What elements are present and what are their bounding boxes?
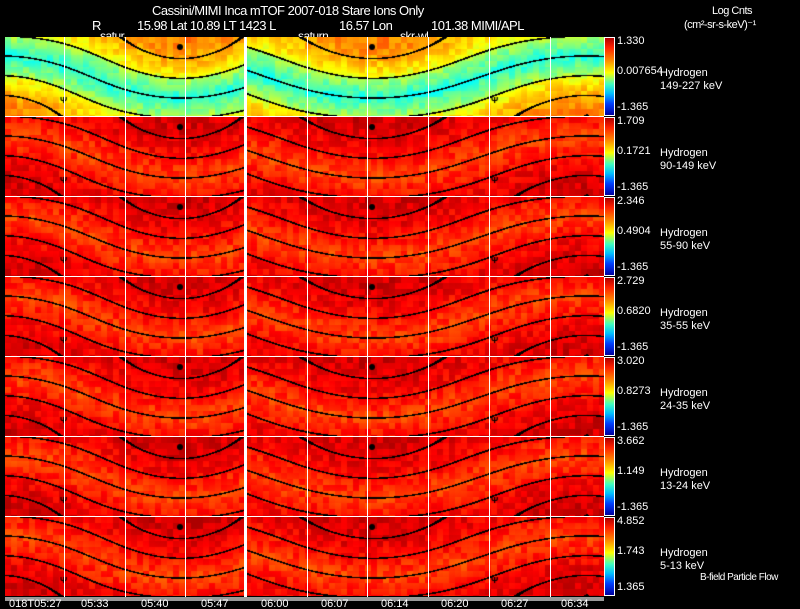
colorbar-cmin-label: -1.365	[617, 101, 649, 113]
time-gridline	[550, 37, 551, 597]
species-label: Hydrogen	[660, 227, 708, 239]
units-label: (cm²-sr-s-keV)⁻¹	[684, 19, 756, 31]
species-label: Hydrogen	[660, 467, 708, 479]
heatmap-panel	[5, 37, 604, 116]
colorbar-cmax-label: 2.346	[617, 195, 645, 207]
panel-divider	[5, 116, 604, 117]
plot-title: Cassini/MIMI Inca mTOF 2007-018 Stare Io…	[152, 3, 424, 18]
x-tick-label: 06:20	[441, 598, 469, 609]
energy-label: 5-13 keV	[660, 560, 705, 572]
panel-label: Hydrogen 13-24 keV	[660, 467, 710, 493]
heatmap-panel	[5, 437, 604, 516]
colorbar-cmin-label: -1.365	[617, 261, 649, 273]
panel-divider	[5, 356, 604, 357]
x-tick-label: 06:07	[321, 598, 349, 609]
x-tick-label: 06:27	[501, 598, 529, 609]
colorbar	[604, 357, 615, 436]
colorbar-cmax-label: 4.852	[617, 515, 645, 527]
data-gap	[244, 37, 247, 597]
x-tick-label: 05:40	[141, 598, 169, 609]
time-gridline	[185, 37, 186, 597]
colorbar-cmid-label: 0.8273	[617, 385, 651, 397]
x-tick-label: 06:14	[381, 598, 409, 609]
x-tick-label: 05:33	[81, 598, 109, 609]
heatmap-panel	[5, 197, 604, 276]
panel-divider	[5, 196, 604, 197]
time-gridline	[125, 37, 126, 597]
time-bar	[5, 597, 604, 601]
colorbar-cmid-label: 1.149	[617, 465, 645, 477]
x-tick-label: 05:47	[201, 598, 229, 609]
ephemeris-mimi: 101.38 MIMI/APL	[431, 18, 524, 33]
ephemeris-lon: 16.57 Lon	[339, 18, 393, 33]
ephemeris-lat-lt: 15.98 Lat 10.89 LT 1423 L	[137, 18, 276, 33]
energy-label: 55-90 keV	[660, 240, 711, 252]
energy-label: 149-227 keV	[660, 80, 723, 92]
panel-label: Hydrogen 90-149 keV	[660, 147, 716, 173]
heatmap-panel	[5, 357, 604, 436]
colorbar	[604, 197, 615, 276]
colorbar-cmin-label: -1.365	[617, 181, 649, 193]
colorbar-cmin-label: -1.365	[617, 341, 649, 353]
time-gridline	[64, 37, 65, 597]
energy-label: 90-149 keV	[660, 160, 717, 172]
species-label: Hydrogen	[660, 67, 708, 79]
r-label: R	[92, 18, 101, 33]
colorbar	[604, 117, 615, 196]
species-label: Hydrogen	[660, 147, 708, 159]
energy-label: 13-24 keV	[660, 480, 711, 492]
x-tick-label: 018T05:27	[9, 598, 62, 609]
colorbar-cmid-label: 1.743	[617, 545, 645, 557]
heatmap-panel	[5, 277, 604, 356]
species-label: Hydrogen	[660, 307, 708, 319]
time-gridline	[489, 37, 490, 597]
x-tick-label: 06:34	[561, 598, 589, 609]
colorbar-cmin-label: 1.365	[617, 581, 645, 593]
colorbar-cmax-label: 1.330	[617, 35, 645, 47]
colorbar-cmid-label: 0.4904	[617, 225, 651, 237]
panel-divider	[5, 436, 604, 437]
panel-label: Hydrogen 55-90 keV	[660, 227, 710, 253]
colorbar	[604, 517, 615, 596]
colorbar-cmax-label: 3.020	[617, 355, 645, 367]
colorbar-cmax-label: 2.729	[617, 275, 645, 287]
colorbar	[604, 437, 615, 516]
units-title: Log Cnts	[712, 5, 753, 17]
species-label: Hydrogen	[660, 387, 708, 399]
heatmap-panel	[5, 117, 604, 196]
panel-label: Hydrogen 149-227 keV	[660, 67, 722, 93]
panel-divider	[5, 276, 604, 277]
x-tick-label: 06:00	[261, 598, 289, 609]
heatmap-panel	[5, 517, 604, 596]
colorbar-cmid-label: 0.1721	[617, 145, 651, 157]
time-gridline	[307, 37, 308, 597]
energy-label: 24-35 keV	[660, 400, 711, 412]
panel-label: Hydrogen 24-35 keV	[660, 387, 710, 413]
time-gridline	[428, 37, 429, 597]
energy-label: 35-55 keV	[660, 320, 711, 332]
colorbar-cmid-label: 0.6820	[617, 305, 651, 317]
colorbar-cmid-label: 0.007654	[617, 65, 663, 77]
colorbar-cmin-label: -1.365	[617, 421, 649, 433]
time-gridline	[367, 37, 368, 597]
panel-divider	[5, 516, 604, 517]
colorbar-cmax-label: 3.662	[617, 435, 645, 447]
colorbar	[604, 277, 615, 356]
panel-label: Hydrogen 5-13 keV	[660, 547, 708, 573]
colorbar-cmin-label: -1.365	[617, 501, 649, 513]
legend-label: B-field Particle Flow	[700, 572, 778, 583]
species-label: Hydrogen	[660, 547, 708, 559]
colorbar	[604, 37, 615, 116]
colorbar-cmax-label: 1.709	[617, 115, 645, 127]
panel-label: Hydrogen 35-55 keV	[660, 307, 710, 333]
